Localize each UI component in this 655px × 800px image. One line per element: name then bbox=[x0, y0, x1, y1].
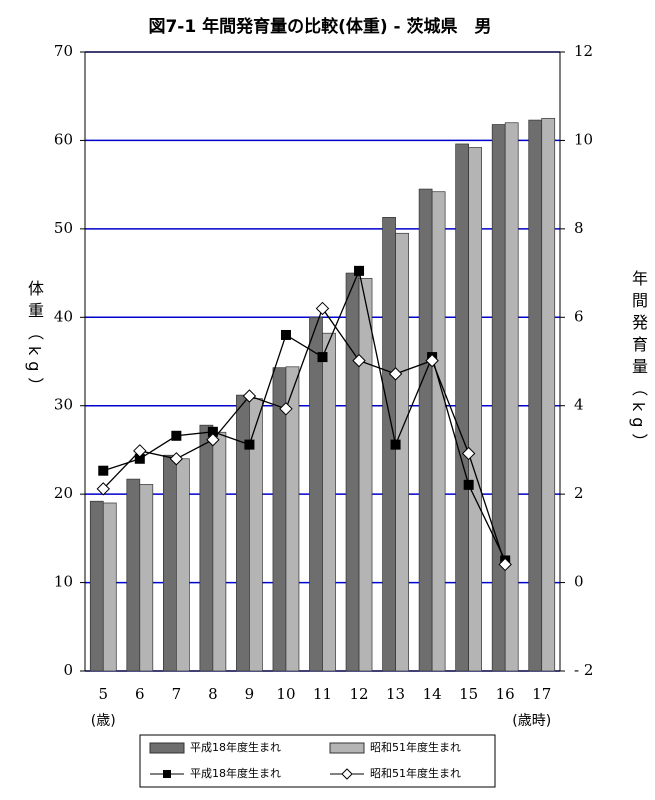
marker bbox=[206, 433, 220, 447]
y-axis-label: 体重（kg） bbox=[25, 280, 44, 400]
marker bbox=[98, 465, 109, 476]
y-tick-label: 20 bbox=[54, 484, 73, 502]
bar bbox=[541, 117, 556, 672]
bar bbox=[322, 332, 336, 672]
marker bbox=[354, 265, 365, 276]
marker bbox=[244, 439, 255, 450]
marker bbox=[134, 453, 145, 464]
legend-label: 昭和51年度生まれ bbox=[370, 766, 461, 780]
legend-marker bbox=[163, 770, 171, 778]
marker bbox=[317, 352, 328, 363]
y2-tick-label: 2 bbox=[574, 484, 584, 502]
bar bbox=[528, 119, 543, 672]
legend-label: 平成18年度生まれ bbox=[190, 740, 281, 754]
x-tick-label: 9 bbox=[245, 685, 255, 703]
y2-axis-label: 年間発育量（kg） bbox=[629, 270, 648, 456]
bar bbox=[418, 188, 433, 672]
x-tick-label: 12 bbox=[349, 685, 368, 703]
marker bbox=[315, 301, 330, 316]
bar bbox=[236, 394, 250, 672]
bar bbox=[395, 232, 409, 672]
bar bbox=[491, 124, 506, 672]
legend-label: 昭和51年度生まれ bbox=[370, 740, 461, 754]
y-tick-label: 30 bbox=[54, 396, 73, 414]
bar bbox=[212, 431, 227, 672]
marker bbox=[388, 367, 403, 381]
x-tick-label: 6 bbox=[135, 685, 145, 703]
bar bbox=[309, 316, 323, 672]
x-tick-label: 5 bbox=[98, 685, 108, 703]
marker bbox=[171, 430, 182, 441]
bar bbox=[345, 272, 360, 672]
bar bbox=[358, 278, 373, 672]
y-tick-label: 70 bbox=[54, 42, 73, 60]
x-tick-label: 11 bbox=[313, 685, 332, 703]
x-tick-label: 17 bbox=[532, 685, 551, 703]
bar bbox=[126, 478, 141, 672]
marker bbox=[352, 353, 366, 368]
marker bbox=[242, 389, 257, 403]
y2-tick-label: 12 bbox=[574, 42, 593, 60]
x-tick-label: 8 bbox=[208, 685, 218, 703]
bar bbox=[285, 366, 300, 672]
legend-label: 平成18年度生まれ bbox=[190, 766, 281, 780]
y2-tick-label: 4 bbox=[574, 396, 584, 414]
line bbox=[102, 307, 506, 565]
bar bbox=[175, 458, 190, 672]
bar bbox=[504, 122, 519, 672]
marker bbox=[169, 452, 184, 466]
marker bbox=[280, 329, 291, 340]
x-tick-label: 15 bbox=[459, 685, 478, 703]
legend-swatch bbox=[149, 742, 185, 754]
x-tick-label: 16 bbox=[496, 685, 515, 703]
marker bbox=[96, 482, 110, 496]
bar bbox=[162, 454, 177, 672]
x-tick-label: 7 bbox=[172, 685, 182, 703]
marker bbox=[425, 353, 439, 368]
marker bbox=[133, 444, 147, 458]
x-tick-label: 14 bbox=[423, 685, 442, 703]
marker bbox=[463, 479, 474, 490]
legend-marker bbox=[341, 768, 353, 780]
y-tick-label: 0 bbox=[63, 661, 73, 679]
y2-tick-label: 8 bbox=[574, 219, 584, 237]
marker bbox=[279, 402, 293, 416]
legend-swatch bbox=[329, 742, 365, 754]
chart-title: 図7-1 年間発育量の比較(体重) - 茨城県 男 bbox=[148, 16, 491, 37]
bar bbox=[102, 502, 117, 672]
marker bbox=[461, 446, 476, 461]
marker bbox=[207, 426, 218, 437]
y-tick-label: 10 bbox=[54, 573, 73, 591]
x-tick-label: 13 bbox=[386, 685, 405, 703]
marker bbox=[390, 439, 401, 450]
y-tick-label: 50 bbox=[54, 219, 73, 237]
y-tick-label: 60 bbox=[54, 130, 73, 148]
y-tick-label: 40 bbox=[54, 307, 73, 325]
bar bbox=[431, 191, 446, 672]
bar bbox=[468, 147, 483, 672]
bar bbox=[89, 500, 104, 672]
bar bbox=[199, 424, 214, 672]
y2-tick-label: 6 bbox=[574, 307, 584, 325]
x-tick-label: 10 bbox=[276, 685, 295, 703]
y2-tick-label: - 2 bbox=[574, 661, 593, 679]
annotation: (歳時) bbox=[512, 713, 551, 729]
y2-tick-label: 0 bbox=[574, 573, 584, 591]
legend-box bbox=[139, 734, 496, 788]
bar bbox=[139, 484, 154, 672]
line bbox=[103, 268, 506, 561]
y2-tick-label: 10 bbox=[574, 130, 593, 148]
marker bbox=[498, 557, 512, 572]
annotation: (歳) bbox=[91, 713, 116, 729]
bar bbox=[455, 143, 470, 672]
